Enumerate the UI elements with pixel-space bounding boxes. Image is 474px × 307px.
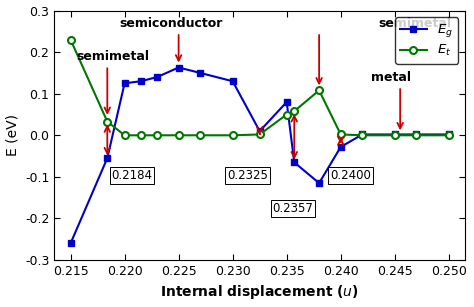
$E_t$ — [359, 134, 365, 137]
Line: $E_g$: $E_g$ — [67, 64, 452, 247]
$E_t$ — [392, 134, 398, 137]
$E_g$ — [197, 71, 203, 75]
Text: semimetal: semimetal — [379, 17, 452, 30]
Text: 0.2400: 0.2400 — [330, 169, 371, 182]
$E_t$ — [154, 134, 160, 137]
$E_g$ — [154, 75, 160, 79]
$E_t$ — [122, 134, 128, 137]
$E_g$ — [68, 242, 73, 245]
Text: metal: metal — [371, 71, 411, 84]
$E_g$ — [359, 133, 365, 136]
$E_t$ — [413, 134, 419, 137]
$E_g$ — [138, 80, 144, 83]
$E_g$ — [176, 66, 182, 69]
Text: semimetal: semimetal — [76, 49, 149, 63]
$E_g$ — [257, 129, 263, 133]
Legend: $E_g$, $E_t$: $E_g$, $E_t$ — [395, 17, 458, 64]
X-axis label: Internal displacement ($u$): Internal displacement ($u$) — [160, 283, 359, 301]
$E_g$ — [338, 145, 344, 149]
$E_t$ — [257, 133, 263, 136]
$E_g$ — [230, 80, 236, 83]
Y-axis label: E (eV): E (eV) — [6, 114, 19, 156]
Text: 0.2184: 0.2184 — [111, 169, 153, 182]
$E_t$ — [338, 133, 344, 136]
$E_g$ — [122, 81, 128, 85]
$E_t$ — [284, 113, 290, 116]
$E_t$ — [446, 134, 452, 137]
$E_t$ — [292, 109, 297, 113]
$E_t$ — [316, 88, 322, 92]
$E_t$ — [104, 120, 110, 123]
Text: semiconductor: semiconductor — [119, 17, 223, 30]
$E_t$ — [68, 38, 73, 41]
$E_g$ — [413, 133, 419, 136]
$E_g$ — [104, 156, 110, 160]
$E_t$ — [230, 134, 236, 137]
Line: $E_t$: $E_t$ — [67, 36, 452, 139]
$E_g$ — [316, 181, 322, 185]
$E_g$ — [284, 100, 290, 104]
$E_t$ — [138, 134, 144, 137]
Text: 0.2325: 0.2325 — [227, 169, 268, 182]
$E_t$ — [197, 134, 203, 137]
$E_g$ — [446, 133, 452, 136]
$E_g$ — [292, 161, 297, 164]
$E_t$ — [176, 134, 182, 137]
Text: 0.2357: 0.2357 — [273, 202, 313, 215]
$E_g$ — [392, 133, 398, 136]
